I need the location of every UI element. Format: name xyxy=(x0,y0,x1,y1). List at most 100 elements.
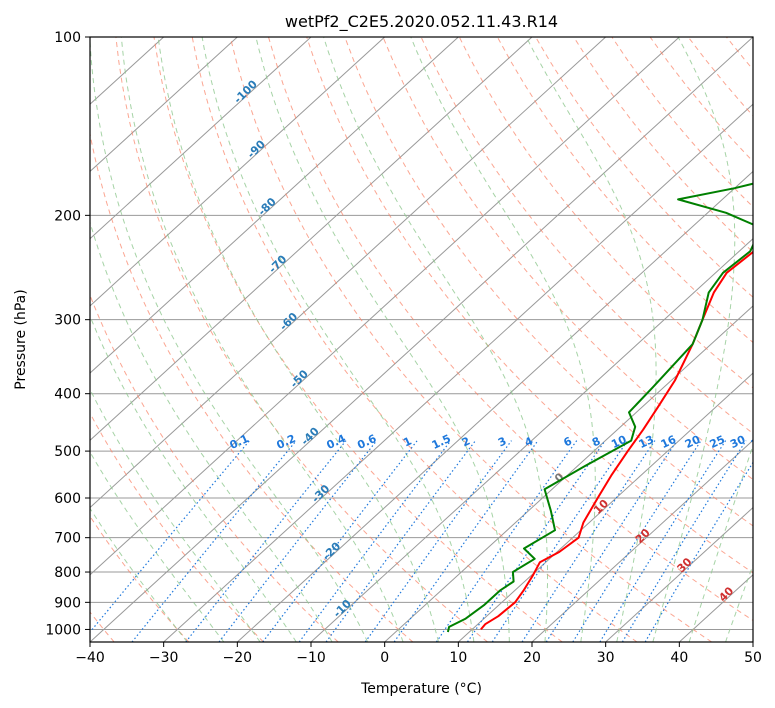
mixing-ratio-label: 8 xyxy=(590,434,602,449)
moist-adiabat-line xyxy=(201,37,475,642)
isotherm-line xyxy=(752,641,753,642)
mixing-ratio-label: 25 xyxy=(708,433,727,451)
y-tick-label: 700 xyxy=(54,531,81,547)
moist-adiabat-line xyxy=(90,450,225,642)
dry-adiabat-line xyxy=(765,37,775,642)
x-tick-label: −30 xyxy=(149,650,179,666)
dry-adiabat-line xyxy=(90,412,264,642)
temperature-profile-line xyxy=(480,250,753,631)
mixing-ratio-line xyxy=(545,440,678,642)
x-tick-label: 40 xyxy=(670,650,688,666)
isotherm-line xyxy=(163,103,753,642)
mixing-ratio-line xyxy=(466,440,606,642)
dry-adiabat-line xyxy=(458,37,753,389)
mixing-ratio-line xyxy=(491,440,629,642)
dry-adiabat-line xyxy=(153,37,563,642)
dry-adiabat-label: -60 xyxy=(277,310,300,333)
isotherm-line xyxy=(90,37,386,307)
mixing-ratio-label: 30 xyxy=(728,433,748,451)
dewpoint-profile-line xyxy=(446,182,753,633)
dry-adiabat-line xyxy=(268,37,753,622)
mixing-ratio-label: 20 xyxy=(683,433,703,451)
dry-adiabat-label: 20 xyxy=(633,526,653,546)
moist-adiabat-line xyxy=(323,37,548,642)
dry-adiabat-line xyxy=(115,37,488,642)
dry-adiabat-label: -70 xyxy=(266,252,289,275)
x-tick-label: 0 xyxy=(380,650,389,666)
dry-adiabat-label: -10 xyxy=(331,597,354,620)
dry-adiabat-label: -80 xyxy=(256,195,279,218)
x-axis-label: Temperature (°C) xyxy=(360,681,482,697)
moist-adiabat-line xyxy=(410,37,596,642)
y-tick-label: 400 xyxy=(54,387,81,403)
background-lines xyxy=(90,37,775,642)
moist-adiabat-line xyxy=(652,37,736,642)
y-tick-label: 300 xyxy=(54,313,81,329)
x-tick-label: 30 xyxy=(597,650,615,666)
dry-adiabat-label: -50 xyxy=(288,367,311,390)
y-axis-label: Pressure (hPa) xyxy=(13,289,29,389)
dry-adiabat-line xyxy=(496,37,753,344)
mixing-ratio-line xyxy=(325,440,476,642)
mixing-ratio-line xyxy=(521,440,656,642)
mixing-ratio-line xyxy=(298,440,452,642)
moist-adiabat-line xyxy=(688,443,753,642)
mixing-ratio-label: 0.2 xyxy=(275,432,298,452)
mixing-ratio-label: 16 xyxy=(659,433,679,451)
x-axis-ticks: −40 −30 −20 −10 0 10 20 30 40 50 xyxy=(75,642,762,666)
dry-adiabat-line xyxy=(535,37,753,298)
x-tick-label: 10 xyxy=(449,650,467,666)
dry-adiabat-line xyxy=(229,37,712,642)
moist-adiabat-line xyxy=(90,220,333,642)
profile-series xyxy=(446,182,753,633)
isotherm-line xyxy=(531,439,753,642)
mixing-ratio-label: 0.4 xyxy=(325,432,348,452)
moist-adiabat-line xyxy=(255,37,510,642)
isotherm-line xyxy=(90,37,312,240)
dry-adiabat-line xyxy=(191,37,638,642)
dry-adiabat-label: -40 xyxy=(299,425,322,448)
chart-title: wetPf2_C2E5.2020.052.11.43.R14 xyxy=(285,12,558,32)
moist-adiabat-line xyxy=(525,37,657,642)
isotherm-line xyxy=(90,37,238,173)
x-tick-label: 50 xyxy=(744,650,762,666)
isotherm-line xyxy=(90,37,753,642)
mixing-ratio-label: 6 xyxy=(562,434,575,449)
mixing-ratio-line xyxy=(364,440,512,642)
moist-adiabat-line xyxy=(90,388,261,642)
mixing-ratio-label: 10 xyxy=(609,433,629,451)
dry-adiabat-line xyxy=(90,293,339,642)
dry-adiabat-label: -100 xyxy=(231,77,260,106)
x-tick-label: −20 xyxy=(223,650,253,666)
moist-adiabat-line xyxy=(725,563,753,642)
dry-adiabat-label: -20 xyxy=(320,539,343,562)
isotherm-line xyxy=(90,37,680,576)
dry-adiabat-line xyxy=(344,37,753,527)
dry-adiabat-label: 40 xyxy=(716,584,736,604)
plot-frame xyxy=(89,36,754,643)
mixing-ratio-label: 36 xyxy=(749,433,769,451)
y-tick-label: 100 xyxy=(54,30,81,46)
x-tick-label: −40 xyxy=(75,650,105,666)
moist-adiabat-line xyxy=(90,37,369,642)
mixing-ratio-line xyxy=(644,461,753,642)
isotherm-line xyxy=(236,170,753,642)
mixing-ratio-line xyxy=(131,440,297,642)
mixing-ratio-line xyxy=(218,440,378,642)
dry-adiabat-label: -30 xyxy=(309,482,332,505)
isotherm-line xyxy=(90,37,459,374)
dry-adiabat-line xyxy=(687,37,753,117)
isotherm-line xyxy=(605,506,753,642)
isotherm-line xyxy=(310,237,753,642)
mixing-ratio-line xyxy=(572,440,702,642)
mixing-ratio-line xyxy=(435,440,578,642)
dry-adiabat-line xyxy=(90,515,190,642)
mixing-ratio-line xyxy=(90,440,251,633)
y-tick-label: 1000 xyxy=(45,622,81,638)
x-tick-label: −10 xyxy=(296,650,326,666)
mixing-ratio-label: 0.1 xyxy=(228,432,251,452)
isotherm-line xyxy=(90,37,607,509)
y-tick-label: 200 xyxy=(54,208,81,224)
isotherm-line xyxy=(90,37,533,442)
